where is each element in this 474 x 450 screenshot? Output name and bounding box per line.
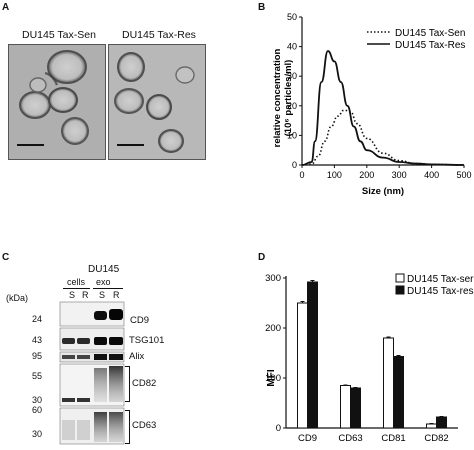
legend-swatch-ser — [395, 273, 405, 283]
protein-label-alix: Alix — [129, 351, 145, 362]
series-line-tax-res — [301, 50, 465, 166]
chart-d-category-label: CD82 — [424, 433, 448, 444]
band-alix-cells-s — [62, 355, 75, 359]
chart-b-ytick-label: 40 — [287, 42, 297, 52]
mw-marker-95: 95 — [31, 351, 42, 361]
mw-marker-55: 55 — [31, 371, 42, 381]
bar-cd9-tax-ser — [297, 302, 308, 429]
western-blot-image — [59, 301, 125, 445]
band-cd63-cells-r — [77, 420, 90, 440]
protein-label-cd63: CD63 — [132, 420, 157, 431]
exo-underline — [93, 288, 123, 289]
chart-d-ytick-label: 0 — [276, 423, 281, 434]
blot-strip-tsg101 — [59, 327, 125, 351]
bar-cd63-tax-res — [350, 387, 361, 429]
panel-b-letter: B — [258, 2, 266, 13]
band-cd82-cells-r — [77, 398, 90, 402]
chart-d-ylabel: MFI — [266, 369, 277, 386]
chart-b-xtick-label: 300 — [392, 170, 407, 180]
mw-marker-30b: 30 — [31, 429, 42, 439]
chart-d-category-label: CD81 — [381, 433, 405, 444]
mw-marker-30a: 30 — [31, 395, 42, 405]
chart-b-xtick-label: 500 — [456, 170, 471, 180]
bracket-cd82 — [125, 366, 130, 402]
protein-label-tsg101: TSG101 — [129, 335, 165, 346]
chart-d-category-label: CD63 — [338, 433, 362, 444]
chart-b-ylabel-2: (10⁶ particles/ml) — [283, 60, 294, 137]
kda-label: (kDa) — [6, 293, 28, 303]
size-distribution-chart: relative concentration (10⁶ particles/ml… — [272, 12, 472, 197]
bar-cd9-tax-res — [307, 281, 318, 429]
mw-marker-60: 60 — [31, 405, 42, 415]
band-cd9-exo-r — [109, 309, 123, 320]
em-label-sen: DU145 Tax-Sen — [22, 29, 96, 41]
band-cd82-cells-s — [62, 398, 75, 402]
band-tsg101-exo-r — [109, 337, 123, 345]
bar-cd81-tax-res — [393, 356, 404, 429]
band-tsg101-cells-s — [62, 338, 75, 344]
legend-label-sen: DU145 Tax-Sen — [395, 28, 465, 39]
bracket-cd63 — [125, 410, 130, 444]
bar-cd82-tax-res — [436, 416, 447, 429]
band-cd82-exo-s — [94, 368, 107, 402]
em-image-tax-res — [108, 44, 206, 160]
legend-label-ser: DU145 Tax-ser — [407, 274, 474, 285]
chart-b-xtick-label: 0 — [299, 170, 304, 180]
panel-c-letter: C — [2, 252, 10, 263]
chart-b-ytick-label: 50 — [287, 12, 297, 22]
em-label-res: DU145 Tax-Res — [122, 29, 196, 41]
protein-label-cd82: CD82 — [132, 378, 157, 389]
band-cd82-exo-r — [109, 366, 123, 402]
legend-label-res: DU145 Tax-Res — [395, 40, 465, 51]
chart-d-ytick-label: 200 — [265, 323, 281, 334]
mw-marker-43: 43 — [31, 335, 42, 345]
band-alix-cells-r — [77, 355, 90, 359]
lane-label-4: R — [113, 290, 120, 300]
chart-d-ytick-label: 300 — [265, 273, 281, 284]
chart-b-xtick-label: 100 — [327, 170, 342, 180]
lane-label-1: S — [69, 290, 76, 300]
band-tsg101-cells-r — [77, 338, 90, 344]
em-micrograph-sen — [9, 45, 105, 159]
band-cd9-exo-s — [94, 311, 107, 320]
mfi-bar-chart: MFI 0 100 200 300 CD9 CD63 CD81 CD82 DU145 Tax… — [265, 273, 474, 444]
blot-group-exo: exo — [96, 277, 111, 287]
chart-b-ytick-label: 10 — [287, 130, 297, 140]
legend-label-res: DU145 Tax-res — [407, 286, 474, 297]
chart-b-ytick-label: 30 — [287, 71, 297, 81]
mw-marker-24: 24 — [31, 314, 42, 324]
band-cd63-exo-r — [109, 412, 123, 442]
chart-b-xtick-label: 200 — [359, 170, 374, 180]
blot-group-cells: cells — [67, 277, 86, 287]
bar-cd81-tax-ser — [383, 337, 394, 429]
bar-cd63-tax-ser — [340, 385, 351, 429]
chart-d-ytick-label: 100 — [265, 373, 281, 384]
lane-label-2: R — [82, 290, 89, 300]
band-cd63-cells-s — [62, 420, 75, 440]
panel-d-letter: D — [258, 252, 266, 263]
blot-cell-line: DU145 — [88, 264, 120, 275]
chart-b-ytick-label: 0 — [292, 160, 297, 170]
band-alix-exo-s — [94, 354, 107, 360]
chart-b-xtick-label: 400 — [424, 170, 439, 180]
chart-b-ylabel-1: relative concentration — [272, 48, 283, 147]
em-micrograph-res — [109, 45, 205, 159]
cells-underline — [63, 288, 90, 289]
band-tsg101-exo-s — [94, 337, 107, 345]
band-cd63-exo-s — [94, 412, 107, 442]
panel-a-letter: A — [2, 2, 10, 13]
band-alix-exo-r — [109, 354, 123, 360]
lane-label-3: S — [99, 290, 106, 300]
em-image-tax-sen — [8, 44, 106, 160]
bar-cd82-tax-ser — [426, 423, 437, 429]
protein-label-cd9: CD9 — [130, 315, 150, 326]
blot-strip-alix — [59, 351, 125, 363]
chart-d-category-label: CD9 — [298, 433, 317, 444]
chart-b-xlabel: Size (nm) — [362, 186, 404, 197]
legend-swatch-res — [395, 285, 405, 295]
chart-b-ytick-label: 20 — [287, 101, 297, 111]
